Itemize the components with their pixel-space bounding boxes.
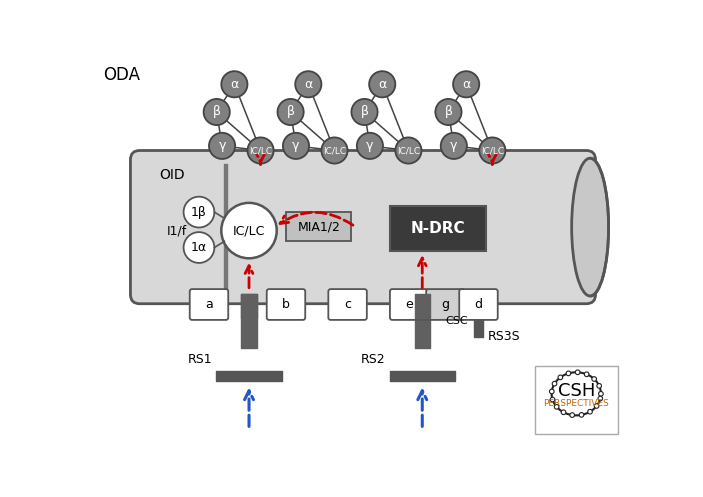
Text: e: e (406, 298, 413, 311)
Circle shape (575, 370, 580, 375)
Text: g: g (441, 298, 449, 311)
Circle shape (183, 197, 214, 228)
Circle shape (321, 137, 347, 164)
Text: IC/LC: IC/LC (397, 146, 420, 155)
Circle shape (558, 375, 562, 380)
Circle shape (209, 133, 236, 159)
Circle shape (554, 405, 559, 409)
Text: IC/LC: IC/LC (323, 146, 346, 155)
Text: ODA: ODA (103, 66, 141, 84)
Circle shape (550, 389, 554, 394)
Circle shape (221, 203, 277, 258)
Text: RS3S: RS3S (488, 331, 520, 343)
Ellipse shape (572, 158, 609, 296)
Text: OID: OID (159, 168, 185, 182)
Text: γ: γ (219, 139, 226, 153)
Text: I1/f: I1/f (167, 224, 187, 237)
Text: γ: γ (450, 139, 458, 153)
Text: IC/LC: IC/LC (233, 224, 265, 237)
Circle shape (584, 372, 589, 377)
Text: MIA1/2: MIA1/2 (297, 220, 340, 233)
Circle shape (597, 384, 602, 388)
Text: 1α: 1α (191, 241, 207, 254)
Circle shape (561, 410, 566, 414)
Circle shape (550, 397, 555, 402)
FancyBboxPatch shape (266, 289, 305, 320)
Ellipse shape (572, 158, 609, 296)
FancyBboxPatch shape (390, 206, 486, 250)
Circle shape (283, 133, 309, 159)
Circle shape (598, 396, 602, 401)
FancyBboxPatch shape (328, 289, 367, 320)
Text: RS2: RS2 (361, 353, 386, 366)
Circle shape (566, 371, 571, 376)
Circle shape (479, 137, 505, 164)
FancyBboxPatch shape (190, 289, 228, 320)
Circle shape (453, 71, 479, 97)
Circle shape (183, 232, 214, 263)
FancyBboxPatch shape (131, 151, 595, 304)
Text: β: β (213, 105, 221, 118)
Text: d: d (475, 298, 482, 311)
Text: c: c (344, 298, 351, 311)
Circle shape (221, 71, 247, 97)
Text: RS1: RS1 (188, 353, 212, 366)
Text: α: α (231, 78, 238, 91)
Text: β: β (361, 105, 368, 118)
Circle shape (395, 137, 422, 164)
Text: 1β: 1β (191, 206, 207, 219)
Circle shape (435, 99, 462, 125)
FancyBboxPatch shape (535, 366, 618, 434)
Circle shape (357, 133, 383, 159)
Text: β: β (287, 105, 295, 118)
Circle shape (247, 137, 273, 164)
Text: γ: γ (292, 139, 299, 153)
Circle shape (204, 99, 230, 125)
Text: N-DRC: N-DRC (411, 221, 465, 236)
Circle shape (588, 410, 593, 414)
FancyBboxPatch shape (426, 289, 465, 320)
Text: β: β (444, 105, 453, 118)
FancyBboxPatch shape (459, 289, 498, 320)
FancyBboxPatch shape (390, 289, 428, 320)
FancyBboxPatch shape (286, 212, 352, 242)
Circle shape (598, 392, 603, 396)
Text: PERSPECTIVES: PERSPECTIVES (543, 399, 609, 409)
Text: CSH: CSH (557, 382, 595, 400)
Circle shape (278, 99, 304, 125)
Text: α: α (378, 78, 387, 91)
Text: IC/LC: IC/LC (481, 146, 504, 155)
Text: CSC: CSC (446, 317, 468, 327)
Text: a: a (205, 298, 213, 311)
Circle shape (369, 71, 395, 97)
Text: α: α (462, 78, 470, 91)
Circle shape (553, 381, 557, 386)
Circle shape (441, 133, 467, 159)
Circle shape (295, 71, 321, 97)
Circle shape (570, 413, 574, 417)
Text: γ: γ (366, 139, 374, 153)
Circle shape (352, 99, 378, 125)
Text: α: α (304, 78, 312, 91)
Circle shape (594, 404, 599, 409)
Text: IC/LC: IC/LC (249, 146, 272, 155)
Circle shape (592, 377, 596, 381)
Circle shape (579, 413, 583, 417)
Text: b: b (282, 298, 290, 311)
